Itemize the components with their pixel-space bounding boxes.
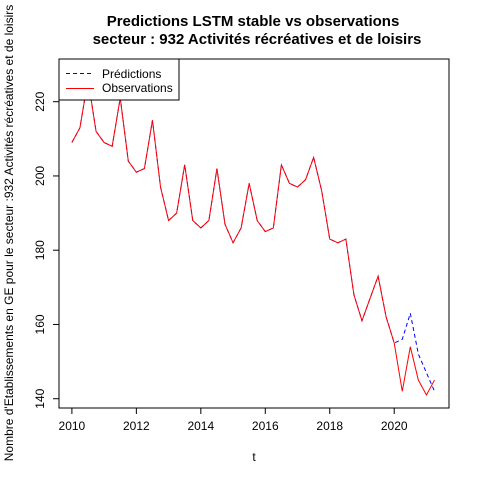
x-tick-label: 2018	[316, 419, 343, 433]
y-tick-label: 220	[33, 91, 47, 111]
x-axis-label: t	[252, 450, 256, 464]
x-tick-label: 2014	[187, 419, 214, 433]
y-axis: 140 160 180 200 220	[33, 91, 59, 409]
plot-lines	[71, 79, 435, 397]
y-tick-label: 200	[33, 166, 47, 186]
legend-label-predictions: Prédictions	[102, 67, 161, 81]
legend-label-observations: Observations	[102, 81, 173, 95]
series-line-observations	[71, 79, 435, 397]
x-tick-label: 2010	[59, 419, 86, 433]
y-axis-label: Nombre d'Etablissements en GE pour le se…	[2, 5, 16, 462]
x-tick-label: 2016	[252, 419, 279, 433]
x-tick-label: 2020	[381, 419, 408, 433]
y-tick-label: 160	[33, 314, 47, 334]
legend: Prédictions Observations	[58, 58, 180, 101]
legend-box	[58, 58, 180, 101]
chart-subtitle: secteur : 932 Activités récréatives et d…	[93, 31, 422, 48]
x-axis: 2010 2012 2014 2016 2018 2020	[59, 408, 408, 433]
chart-title: Predictions LSTM stable vs observations	[107, 13, 400, 30]
plot-frame	[58, 58, 450, 409]
x-tick-label: 2012	[123, 419, 150, 433]
y-tick-label: 180	[33, 240, 47, 260]
y-tick-label: 140	[33, 388, 47, 408]
